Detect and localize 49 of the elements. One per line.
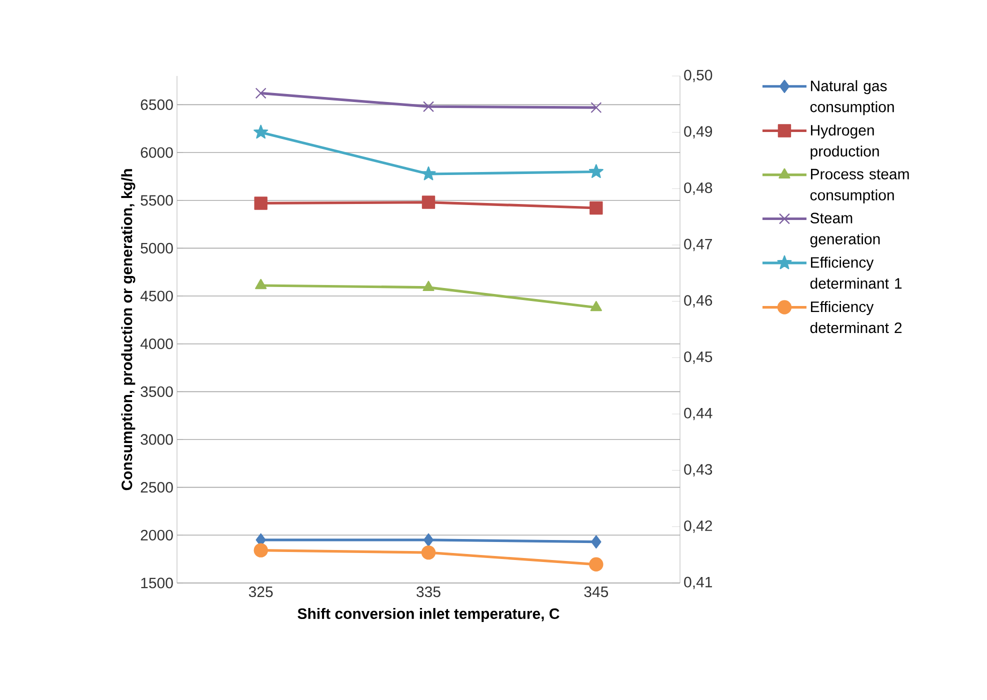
y-tick-label: 2000 xyxy=(140,530,173,540)
y-tick-label: 5000 xyxy=(140,242,173,254)
legend-label: Hydrogen production xyxy=(810,124,879,160)
point xyxy=(422,196,436,209)
y-tick-label: 3500 xyxy=(140,386,173,397)
point xyxy=(423,533,434,547)
y-axis-title: Consumption, production or generation, kg/h xyxy=(121,169,136,490)
point xyxy=(591,535,602,548)
point xyxy=(255,88,266,99)
x-tick-label: 345 xyxy=(584,586,608,598)
point xyxy=(590,102,602,114)
y2-tick-label: 0,48 xyxy=(684,182,712,195)
point xyxy=(422,280,434,291)
y2-tick-label: 0,42 xyxy=(684,520,712,533)
y2-tick-label: 0,41 xyxy=(684,576,712,590)
point xyxy=(422,101,434,112)
point xyxy=(254,196,268,210)
y-tick-label: 4500 xyxy=(140,290,173,302)
legend-label: Natural gas consumption xyxy=(810,80,894,116)
y2-tick-label: 0,45 xyxy=(684,351,712,364)
x-axis-title: Shift conversion inlet temperature, C xyxy=(298,608,560,622)
y2-tick-label: 0,46 xyxy=(684,295,712,308)
y-tick-label: 5500 xyxy=(140,195,173,206)
y-tick-label: 2500 xyxy=(140,482,173,493)
legend-label: Steam generation xyxy=(810,212,880,248)
y-tick-label: 6000 xyxy=(140,147,173,158)
point xyxy=(589,557,604,572)
y2-tick-label: 0,50 xyxy=(684,70,712,82)
point xyxy=(590,300,602,312)
point xyxy=(254,124,268,139)
y2-tick-label: 0,47 xyxy=(684,238,712,252)
point xyxy=(255,278,267,290)
y-tick-label: 4000 xyxy=(140,338,173,350)
y-tick-label: 6500 xyxy=(140,99,173,110)
legend-label: Process steam consumption xyxy=(810,168,909,204)
point xyxy=(590,201,603,215)
legend-label: Efficiency determinant 2 xyxy=(810,301,902,334)
point xyxy=(254,543,268,558)
y2-tick-label: 0,44 xyxy=(684,408,712,420)
x-tick-label: 335 xyxy=(416,586,440,598)
point xyxy=(421,166,436,180)
y2-tick-label: 0,43 xyxy=(684,464,712,477)
x-tick-label: 325 xyxy=(248,586,273,598)
y2-tick-label: 0,49 xyxy=(684,126,712,139)
point xyxy=(421,545,436,560)
y-tick-label: 3000 xyxy=(140,434,173,445)
y-tick-label: 1500 xyxy=(141,578,173,588)
point xyxy=(588,164,604,178)
legend-label: Efficiency determinant 1 xyxy=(810,256,902,289)
